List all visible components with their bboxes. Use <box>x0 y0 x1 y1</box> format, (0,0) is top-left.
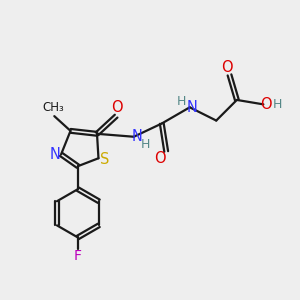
Text: S: S <box>100 152 110 167</box>
Text: O: O <box>112 100 123 116</box>
Text: N: N <box>132 129 143 144</box>
Text: H: H <box>272 98 282 111</box>
Text: N: N <box>50 147 61 162</box>
Text: H: H <box>177 95 186 108</box>
Text: H: H <box>140 138 150 151</box>
Text: N: N <box>187 100 197 115</box>
Text: CH₃: CH₃ <box>43 101 64 114</box>
Text: O: O <box>221 60 232 75</box>
Text: F: F <box>74 249 82 263</box>
Text: O: O <box>154 151 166 166</box>
Text: O: O <box>260 97 272 112</box>
